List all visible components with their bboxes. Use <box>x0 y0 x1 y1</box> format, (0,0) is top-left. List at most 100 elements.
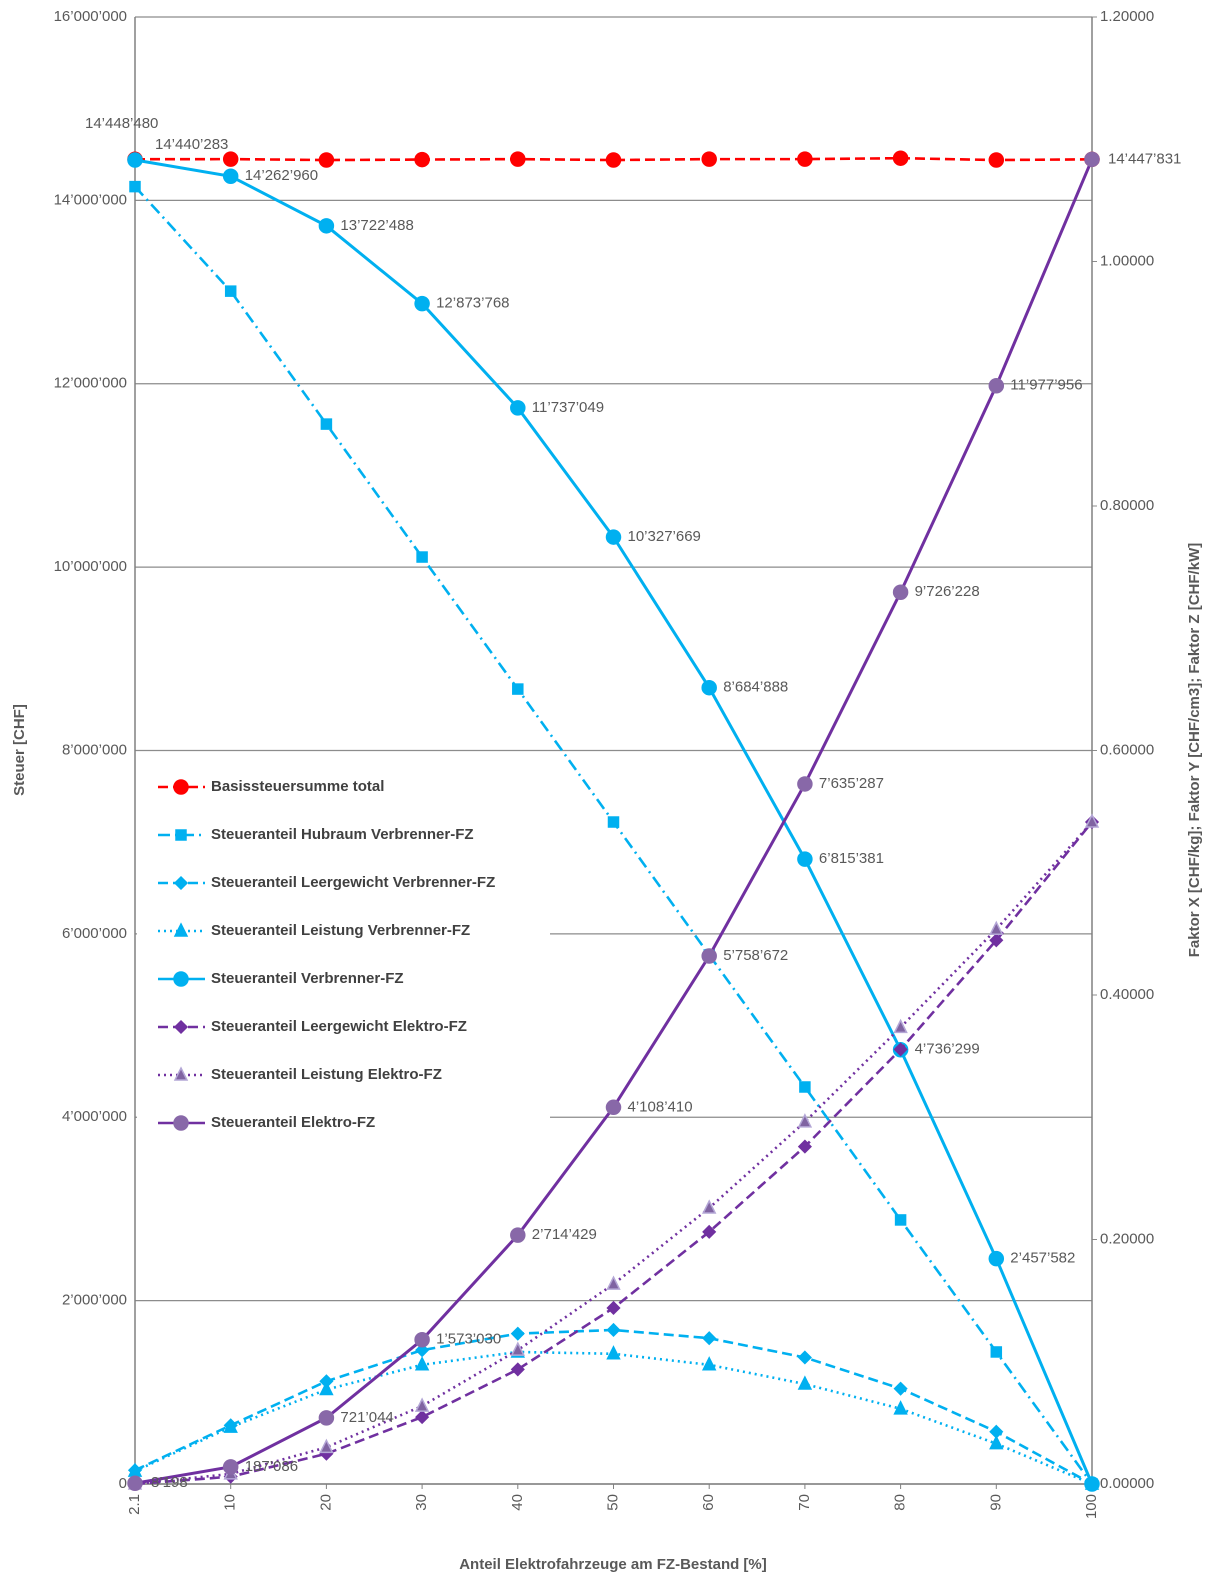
marker <box>222 168 239 185</box>
marker <box>701 1199 717 1214</box>
marker <box>797 1350 812 1365</box>
marker <box>224 285 237 297</box>
data-label: 8’684’888 <box>723 679 788 696</box>
marker <box>222 151 239 167</box>
marker <box>173 875 189 891</box>
series-line <box>134 821 1093 1486</box>
marker <box>319 1380 334 1396</box>
marker <box>892 584 909 600</box>
marker <box>414 1332 430 1348</box>
y2-tick-label: 0.40000 <box>1100 986 1154 1003</box>
marker <box>1084 151 1100 168</box>
marker <box>173 1115 189 1131</box>
y2-tick-label: 0.60000 <box>1100 741 1154 758</box>
x-tick-label: 70 <box>796 1494 813 1511</box>
marker <box>320 418 333 430</box>
marker <box>414 1356 430 1371</box>
data-label: 10’327’669 <box>628 528 701 545</box>
legend-label: Steueranteil Leistung Verbrenner-FZ <box>211 922 470 939</box>
marker <box>797 1139 812 1154</box>
marker <box>414 295 430 312</box>
marker <box>701 1356 717 1371</box>
x-tick-label: 30 <box>413 1494 430 1511</box>
marker <box>606 1275 621 1290</box>
marker <box>701 679 717 696</box>
y-tick-label: 10’000’000 <box>54 558 127 575</box>
legend-label: Steueranteil Elektro-FZ <box>211 1114 375 1131</box>
marker <box>701 151 717 167</box>
marker <box>702 1224 717 1239</box>
data-label: 14’262’960 <box>245 167 318 184</box>
y-tick-label: 8’000’000 <box>62 741 127 758</box>
marker <box>605 529 622 545</box>
marker <box>1084 813 1100 828</box>
y-tick-label: 14’000’000 <box>54 191 127 208</box>
marker <box>222 1459 239 1475</box>
y-axis-title: Steuer [CHF] <box>11 704 28 796</box>
marker <box>318 1410 335 1426</box>
y-tick-label: 12’000’000 <box>54 375 127 392</box>
x-tick-label: 100 <box>1083 1494 1100 1519</box>
marker <box>893 1400 908 1415</box>
marker <box>989 1434 1004 1450</box>
marker <box>988 378 1005 394</box>
marker <box>318 152 335 168</box>
legend-label: Basissteuersumme total <box>211 778 384 795</box>
marker <box>510 151 526 167</box>
x-tick-label: 80 <box>892 1494 909 1511</box>
x-tick-label: 40 <box>509 1494 526 1511</box>
marker <box>173 779 189 795</box>
y-tick-label: 6’000’000 <box>62 925 127 942</box>
data-label: 2’457’582 <box>1010 1250 1075 1267</box>
marker <box>892 150 909 166</box>
marker <box>606 1322 621 1338</box>
data-label: 9’726’228 <box>915 583 980 600</box>
x-tick-label: 50 <box>604 1494 621 1511</box>
series-line <box>134 156 1093 162</box>
legend-label: Steueranteil Hubraum Verbrenner-FZ <box>211 826 474 843</box>
marker <box>797 1113 813 1128</box>
marker <box>988 1250 1005 1267</box>
y2-axis-title: Faktor X [CHF/kg]; Faktor Y [CHF/cm3]; F… <box>1186 543 1203 957</box>
x-tick-label: 60 <box>700 1494 717 1511</box>
marker <box>319 1438 334 1454</box>
marker <box>416 551 428 563</box>
legend-background <box>137 765 550 1144</box>
marker <box>797 151 813 167</box>
marker <box>893 1042 908 1057</box>
marker <box>512 683 524 695</box>
legend-label: Steueranteil Leergewicht Elektro-FZ <box>211 1018 467 1035</box>
marker <box>127 152 143 168</box>
marker <box>1084 1476 1100 1492</box>
marker <box>173 1066 189 1081</box>
data-label: 2’714’429 <box>532 1226 597 1243</box>
marker <box>606 1345 621 1360</box>
marker <box>990 1346 1003 1358</box>
marker <box>799 1081 811 1093</box>
data-label: 4’108’410 <box>628 1098 693 1115</box>
marker <box>989 920 1004 936</box>
data-label: 12’873’768 <box>436 295 509 312</box>
data-label: 6’815’381 <box>819 850 884 867</box>
data-label: 8’198 <box>151 1474 188 1491</box>
marker <box>702 1331 717 1346</box>
x-tick-label: 2.1 <box>126 1494 143 1515</box>
y-tick-label: 16’000’000 <box>54 8 127 25</box>
y2-tick-label: 0.80000 <box>1100 497 1154 514</box>
data-label: 11’737’049 <box>532 399 604 416</box>
marker <box>127 1475 143 1491</box>
y-tick-label: 2’000’000 <box>62 1292 127 1309</box>
x-tick-label: 10 <box>222 1494 239 1511</box>
x-tick-label: 20 <box>317 1494 334 1511</box>
data-label: 5’758’672 <box>723 947 788 964</box>
marker <box>988 152 1005 168</box>
data-label: 187’086 <box>245 1458 298 1475</box>
x-axis-title: Anteil Elektrofahrzeuge am FZ-Bestand [%… <box>459 1556 767 1573</box>
marker <box>606 1300 621 1316</box>
data-label: 1’573’030 <box>436 1331 501 1348</box>
marker <box>223 1418 238 1433</box>
marker <box>318 218 335 234</box>
marker <box>893 1018 908 1034</box>
data-label: 721’044 <box>340 1409 393 1426</box>
